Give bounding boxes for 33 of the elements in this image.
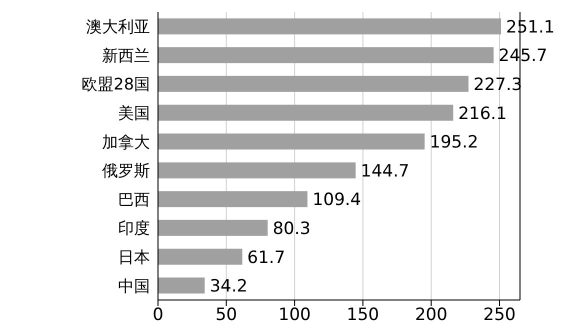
x-tick-label: 100	[278, 305, 311, 326]
y-tick-label: 加拿大	[102, 132, 150, 152]
y-tick-label: 新西兰	[102, 46, 150, 65]
y-tick-label: 欧盟28国	[82, 74, 150, 94]
data-label: 80.3	[272, 218, 311, 239]
x-tick-label: 0	[152, 305, 164, 326]
data-label: 216.1	[458, 104, 507, 124]
x-tick-label: 50	[215, 305, 238, 326]
bar	[158, 220, 268, 236]
bar	[158, 18, 502, 34]
data-label: 109.4	[312, 190, 362, 210]
bar	[158, 76, 468, 92]
y-tick-label: 中国	[118, 276, 150, 296]
bar	[158, 47, 494, 64]
y-tick-label: 澳大利亚	[86, 17, 150, 36]
bar	[158, 134, 425, 150]
bar	[158, 162, 356, 178]
data-label: 61.7	[247, 248, 286, 268]
y-tick-label: 俄罗斯	[102, 161, 150, 180]
x-tick-label: 250	[483, 305, 516, 326]
bar	[158, 248, 242, 265]
x-tick-label: 150	[346, 305, 380, 326]
bar	[158, 278, 205, 294]
y-tick-label: 巴西	[118, 190, 150, 209]
y-tick-label: 日本	[118, 247, 150, 266]
data-label: 195.2	[430, 132, 478, 153]
data-label: 34.2	[210, 276, 248, 297]
x-tick-label: 200	[414, 305, 448, 326]
y-tick-label: 美国	[118, 103, 150, 122]
data-label: 144.7	[360, 161, 410, 182]
bar	[158, 104, 454, 121]
y-tick-label: 印度	[118, 218, 150, 238]
bar	[158, 191, 308, 208]
